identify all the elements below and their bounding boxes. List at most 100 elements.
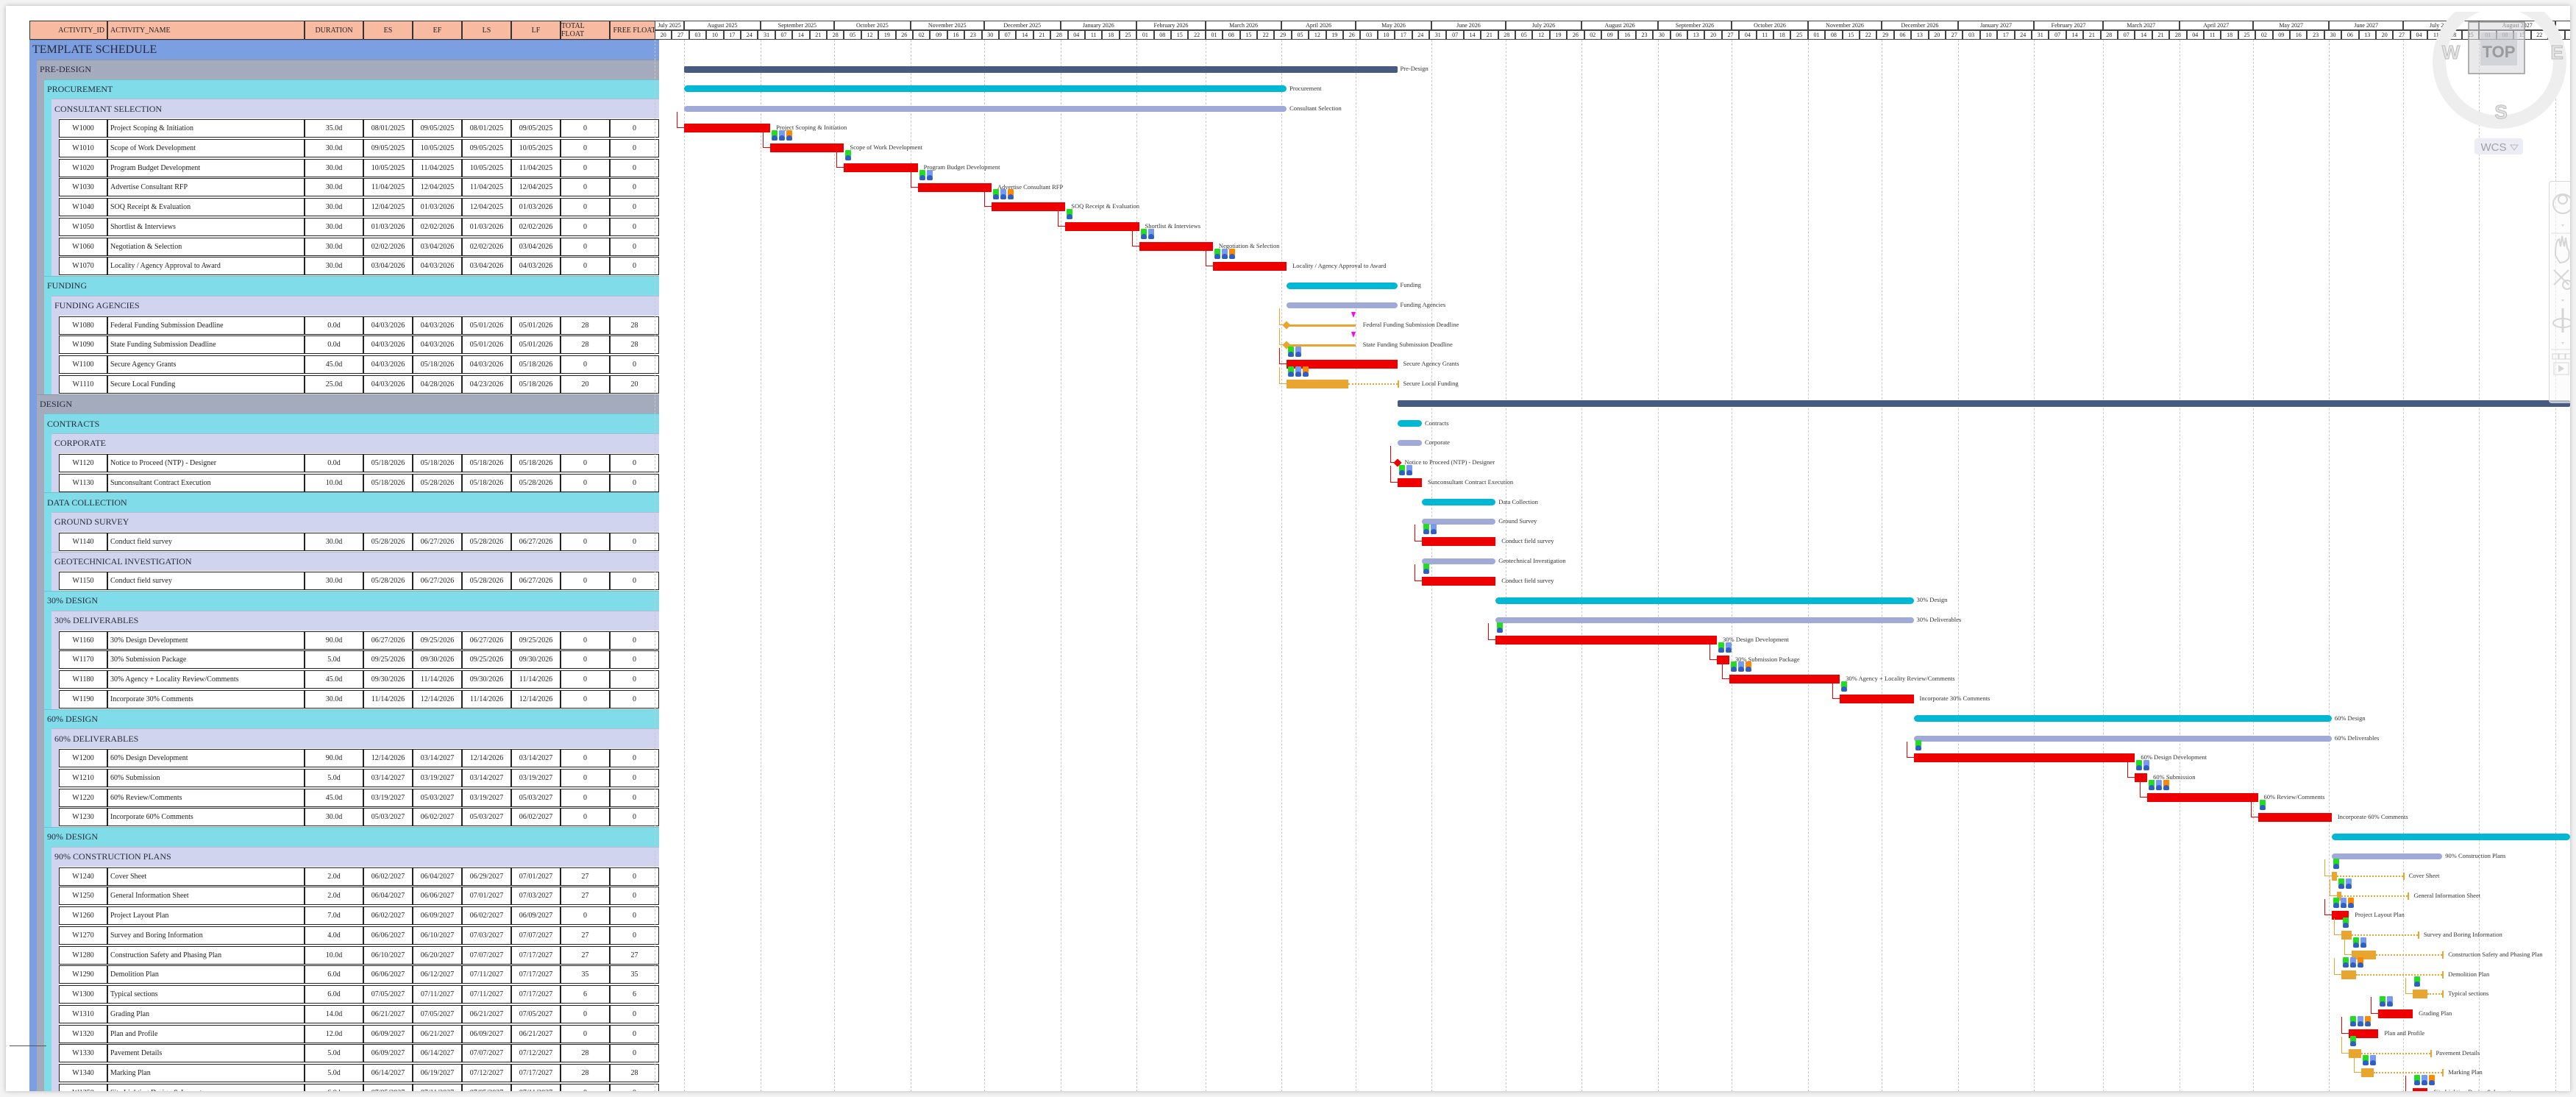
wbs-group-l1[interactable]: PRE-DESIGN: [37, 59, 659, 79]
cell-ef[interactable]: 03/04/2026: [413, 237, 462, 256]
task-bar[interactable]: [2349, 1048, 2361, 1058]
cell-es[interactable]: 04/03/2026: [363, 336, 413, 355]
cell-id[interactable]: W1030: [59, 178, 107, 197]
cell-name[interactable]: Locality / Agency Approval to Award: [107, 257, 305, 276]
cell-lf[interactable]: 11/04/2025: [511, 158, 561, 177]
cell-tf[interactable]: 35: [561, 965, 610, 984]
cell-ls[interactable]: 05/01/2026: [462, 316, 511, 335]
navigation-bar[interactable]: [2549, 181, 2570, 403]
cell-es[interactable]: 05/18/2026: [363, 473, 413, 492]
cell-name[interactable]: Notice to Proceed (NTP) - Designer: [107, 453, 305, 472]
summary-bar-l2[interactable]: [1421, 499, 1496, 506]
cell-tf[interactable]: 28: [561, 336, 610, 355]
cell-id[interactable]: W1340: [59, 1064, 107, 1082]
cell-es[interactable]: 06/06/2027: [363, 965, 413, 984]
cell-lf[interactable]: 07/17/2027: [511, 1064, 561, 1082]
cell-lf[interactable]: 07/17/2027: [511, 965, 561, 984]
cell-ef[interactable]: 06/19/2027: [413, 1064, 462, 1082]
cell-lf[interactable]: 04/03/2026: [511, 257, 561, 276]
cell-es[interactable]: 06/02/2027: [363, 906, 413, 925]
cell-ef[interactable]: 11/14/2026: [413, 670, 462, 689]
column-header-name[interactable]: ACTIVITY_NAME: [107, 21, 305, 40]
cell-dur[interactable]: 10.0d: [305, 473, 363, 492]
cell-ls[interactable]: 05/18/2026: [462, 453, 511, 472]
cell-lf[interactable]: 06/27/2026: [511, 532, 561, 551]
column-header-tf[interactable]: TOTAL FLOAT: [561, 21, 610, 40]
summary-bar-l2[interactable]: [684, 85, 1287, 93]
cell-name[interactable]: Conduct field survey: [107, 532, 305, 551]
cell-ls[interactable]: 07/01/2027: [462, 887, 511, 906]
cell-dur[interactable]: 30.0d: [305, 198, 363, 216]
cell-tf[interactable]: 0: [561, 158, 610, 177]
cell-ls[interactable]: 07/07/2027: [462, 945, 511, 965]
cell-ff[interactable]: 0: [610, 689, 659, 709]
cell-tf[interactable]: 28: [561, 1064, 610, 1082]
cell-ff[interactable]: 0: [610, 788, 659, 807]
cell-lf[interactable]: 01/03/2026: [511, 198, 561, 216]
cell-ff[interactable]: 0: [610, 138, 659, 157]
cell-ls[interactable]: 06/21/2027: [462, 1004, 511, 1023]
summary-bar-l3[interactable]: [1421, 519, 1496, 525]
cell-ef[interactable]: 09/05/2025: [413, 119, 462, 138]
critical-task-bar[interactable]: [2135, 773, 2148, 783]
cell-ef[interactable]: 12/14/2026: [413, 689, 462, 709]
cell-tf[interactable]: 0: [561, 906, 610, 925]
wbs-group-l0[interactable]: TEMPLATE SCHEDULE: [29, 40, 659, 60]
cell-id[interactable]: W1260: [59, 906, 107, 925]
cell-ef[interactable]: 04/03/2026: [413, 316, 462, 335]
wbs-group-l2[interactable]: FUNDING: [44, 276, 659, 296]
cell-ls[interactable]: 01/03/2026: [462, 217, 511, 236]
cell-es[interactable]: 07/05/2027: [363, 1083, 413, 1091]
cell-name[interactable]: Plan and Profile: [107, 1024, 305, 1043]
column-header-lf[interactable]: LF: [511, 21, 561, 40]
orbit-icon[interactable]: [2552, 308, 2570, 333]
cell-es[interactable]: 05/03/2027: [363, 808, 413, 827]
cell-dur[interactable]: 12.0d: [305, 1024, 363, 1043]
cell-dur[interactable]: 35.0d: [305, 119, 363, 138]
cell-id[interactable]: W1330: [59, 1044, 107, 1063]
cell-ff[interactable]: 0: [610, 631, 659, 650]
cell-ls[interactable]: 10/05/2025: [462, 158, 511, 177]
cell-ls[interactable]: 12/14/2026: [462, 749, 511, 767]
cell-name[interactable]: Site Lighting Design & Layout: [107, 1083, 305, 1091]
cell-dur[interactable]: 5.0d: [305, 1044, 363, 1063]
cell-dur[interactable]: 90.0d: [305, 631, 363, 650]
cell-ff[interactable]: 0: [610, 572, 659, 591]
cell-tf[interactable]: 0: [561, 355, 610, 374]
wbs-group-l3[interactable]: CONSULTANT SELECTION: [51, 99, 659, 118]
viewcube[interactable]: TOP W E S WCS: [2426, 6, 2570, 159]
critical-task-bar[interactable]: [770, 143, 844, 153]
cell-name[interactable]: Construction Safety and Phasing Plan: [107, 945, 305, 965]
cell-dur[interactable]: 45.0d: [305, 355, 363, 374]
cell-lf[interactable]: 12/04/2025: [511, 178, 561, 197]
wcs-dropdown-icon[interactable]: [2510, 144, 2519, 151]
cell-id[interactable]: W1300: [59, 985, 107, 1004]
cell-id[interactable]: W1100: [59, 355, 107, 374]
cell-id[interactable]: W1090: [59, 336, 107, 355]
cell-tf[interactable]: 6: [561, 985, 610, 1004]
cell-ef[interactable]: 04/03/2026: [413, 257, 462, 276]
task-bar[interactable]: [2336, 891, 2342, 901]
cell-ff[interactable]: 0: [610, 808, 659, 827]
cell-id[interactable]: W1130: [59, 473, 107, 492]
cell-name[interactable]: General Information Sheet: [107, 887, 305, 906]
viewcube-top-label[interactable]: TOP: [2483, 43, 2516, 61]
cell-ff[interactable]: 0: [610, 119, 659, 138]
summary-bar-l3[interactable]: [1495, 617, 1914, 624]
cell-es[interactable]: 06/09/2027: [363, 1044, 413, 1063]
cell-name[interactable]: Scope of Work Development: [107, 138, 305, 157]
wbs-group-l3[interactable]: 60% DELIVERABLES: [51, 728, 659, 748]
cell-dur[interactable]: 2.0d: [305, 867, 363, 886]
column-header-ls[interactable]: LS: [462, 21, 511, 40]
cell-ls[interactable]: 09/05/2025: [462, 138, 511, 157]
cell-es[interactable]: 04/03/2026: [363, 355, 413, 374]
cell-ls[interactable]: 06/29/2027: [462, 867, 511, 886]
cell-lf[interactable]: 07/05/2027: [511, 1004, 561, 1023]
cell-tf[interactable]: 0: [561, 473, 610, 492]
summary-bar-l3[interactable]: [2331, 853, 2443, 860]
cell-ff[interactable]: 0: [610, 768, 659, 787]
cell-dur[interactable]: 30.0d: [305, 689, 363, 709]
critical-task-bar[interactable]: [1913, 753, 2135, 763]
cell-ls[interactable]: 09/30/2026: [462, 670, 511, 689]
cell-name[interactable]: Cover Sheet: [107, 867, 305, 886]
